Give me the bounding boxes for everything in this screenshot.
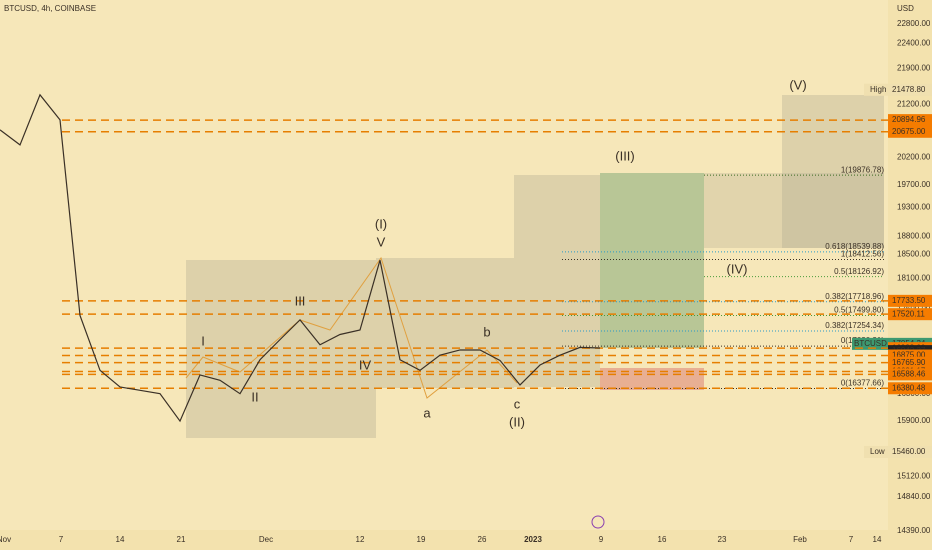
price-tag-text: 16380.48 [892, 383, 926, 392]
box [514, 175, 600, 387]
date-label: 9 [599, 535, 604, 544]
price-line [0, 93, 601, 423]
date-label: 7 [59, 535, 64, 544]
wave-label: II [251, 389, 258, 404]
fib-label: 0.5(18126.92) [834, 267, 884, 276]
price-tag [888, 114, 932, 127]
date-label: 7 [849, 535, 854, 544]
wave-label: a [423, 405, 431, 420]
price-tag-text: 21478.80 [892, 85, 926, 94]
fib-label: 0.382(17254.34) [825, 321, 884, 330]
price-tag [888, 294, 932, 307]
price-tag [888, 308, 932, 321]
fib-label: 0(16377.66) [841, 379, 884, 388]
price-tag [888, 368, 932, 381]
price-tag [888, 445, 932, 458]
date-label: 2023 [524, 535, 542, 544]
target-zone [600, 173, 704, 348]
wave-label: (II) [509, 414, 525, 429]
date-label: 26 [478, 535, 487, 544]
price-label: 19300.00 [897, 203, 931, 212]
price-tag-text: 20894.96 [892, 115, 926, 124]
date-label: Feb [793, 535, 807, 544]
box [376, 258, 514, 388]
date-label: 21 [177, 535, 186, 544]
price-label: 14840.00 [897, 492, 931, 501]
wave-label: b [483, 324, 490, 339]
time-axis-bg [0, 530, 932, 550]
price-label: 19700.00 [897, 180, 931, 189]
fib-label: 0.618(18539.88) [825, 242, 884, 251]
symbol-title: BTCUSD, 4h, COINBASE [4, 4, 96, 13]
tag-note-bg [864, 445, 888, 458]
price-tag-text: 16765.90 [892, 358, 926, 367]
price-label: 15900.00 [897, 416, 931, 425]
tag-note-bg [864, 83, 888, 96]
price-label: 18500.00 [897, 249, 931, 258]
date-label: 12 [356, 535, 365, 544]
wave-label: IV [359, 357, 372, 372]
wave-label: V [377, 234, 386, 249]
date-label: Dec [259, 535, 273, 544]
date-label: 16 [658, 535, 667, 544]
price-tag [888, 83, 932, 96]
price-tag-text: 17733.50 [892, 296, 926, 305]
price-label: 14390.00 [897, 526, 931, 535]
symbol-tag: BTCUSD [854, 339, 887, 348]
fib-label: 0.5(17499.80) [834, 306, 884, 315]
wave-label: (I) [375, 216, 387, 231]
price-label: 18100.00 [897, 273, 931, 282]
date-label: 14 [873, 535, 882, 544]
symbol-tag-bg [852, 337, 888, 350]
date-label: 23 [718, 535, 727, 544]
price-label: 18800.00 [897, 232, 931, 241]
price-label: 22800.00 [897, 19, 931, 28]
wave-label: c [514, 396, 521, 411]
wave-label: (IV) [727, 261, 748, 276]
fib-label: 1(18412.56) [841, 250, 884, 259]
price-tag-text: 16588.46 [892, 369, 926, 378]
box [186, 260, 376, 438]
price-label: 22400.00 [897, 39, 931, 48]
price-tag-text: 16875.00 [892, 351, 926, 360]
price-tag [888, 125, 932, 138]
wave-label: (III) [615, 148, 635, 163]
event-icon[interactable] [591, 515, 605, 529]
wave-label: I [201, 333, 205, 348]
currency: USD [897, 4, 914, 13]
tag-note: High [870, 85, 886, 94]
price-label: 21900.00 [897, 63, 931, 72]
stop-zone [600, 368, 704, 390]
price-label: 15120.00 [897, 472, 931, 481]
tag-note: Low [870, 447, 885, 456]
price-tag-text: 17520.11 [892, 309, 925, 318]
box [704, 173, 884, 248]
price-label: 21200.00 [897, 99, 931, 108]
wave-label: III [295, 293, 306, 308]
price-label: 20200.00 [897, 152, 931, 161]
fib-label: 1(19876.78) [841, 165, 884, 174]
wave-label: (V) [789, 77, 806, 92]
date-label: 14 [116, 535, 125, 544]
date-label: 19 [417, 535, 426, 544]
price-tag-text: 15460.00 [892, 447, 926, 456]
date-label: Nov [0, 535, 11, 544]
price-tag-text: 20675.00 [892, 127, 926, 136]
price-tag [888, 382, 932, 395]
fib-label: 0.382(17718.96) [825, 292, 884, 301]
